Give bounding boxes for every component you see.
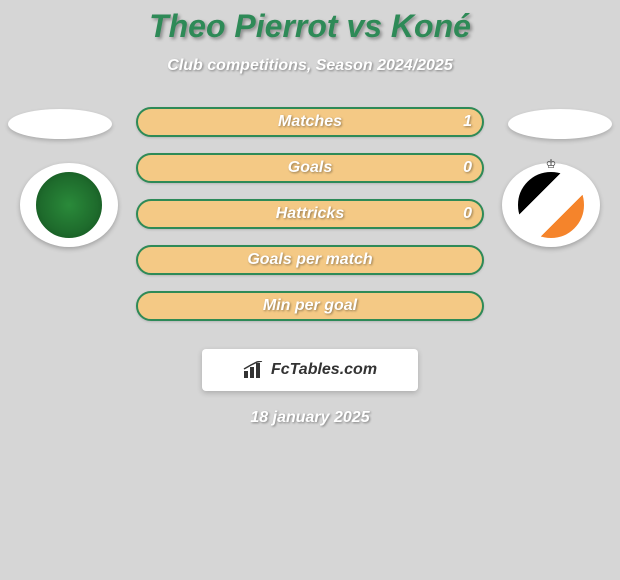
stat-label: Goals: [288, 159, 332, 177]
stat-label: Min per goal: [263, 297, 357, 315]
club-logo-left: [33, 169, 105, 241]
club-badge-left: [20, 163, 118, 247]
logo-text: FcTables.com: [271, 361, 377, 379]
stat-value-right: 0: [463, 159, 472, 177]
player-right-avatar-placeholder: [508, 109, 612, 139]
club-badge-right: ♔: [502, 163, 600, 247]
stat-row: Hattricks 0: [136, 199, 484, 229]
comparison-card: Theo Pierrot vs Koné Club competitions, …: [0, 0, 620, 580]
stats-area: ♔ Matches 1 Goals 0 Hattricks 0 Goals per matc…: [0, 107, 620, 337]
stat-row: Goals 0: [136, 153, 484, 183]
stat-row: Matches 1: [136, 107, 484, 137]
stat-value-right: 1: [463, 113, 472, 131]
stat-value-right: 0: [463, 205, 472, 223]
stat-row: Goals per match: [136, 245, 484, 275]
stat-label: Hattricks: [276, 205, 344, 223]
stat-label: Matches: [278, 113, 342, 131]
player-left-avatar-placeholder: [8, 109, 112, 139]
club-logo-right: [515, 169, 587, 241]
stat-row: Min per goal: [136, 291, 484, 321]
fctables-logo[interactable]: FcTables.com: [202, 349, 418, 391]
stat-rows: Matches 1 Goals 0 Hattricks 0 Goals per match M…: [136, 107, 484, 337]
stat-label: Goals per match: [247, 251, 372, 269]
subtitle: Club competitions, Season 2024/2025: [0, 57, 620, 75]
bar-chart-icon: [243, 361, 265, 379]
page-title: Theo Pierrot vs Koné: [0, 0, 620, 45]
date-label: 18 january 2025: [0, 409, 620, 427]
